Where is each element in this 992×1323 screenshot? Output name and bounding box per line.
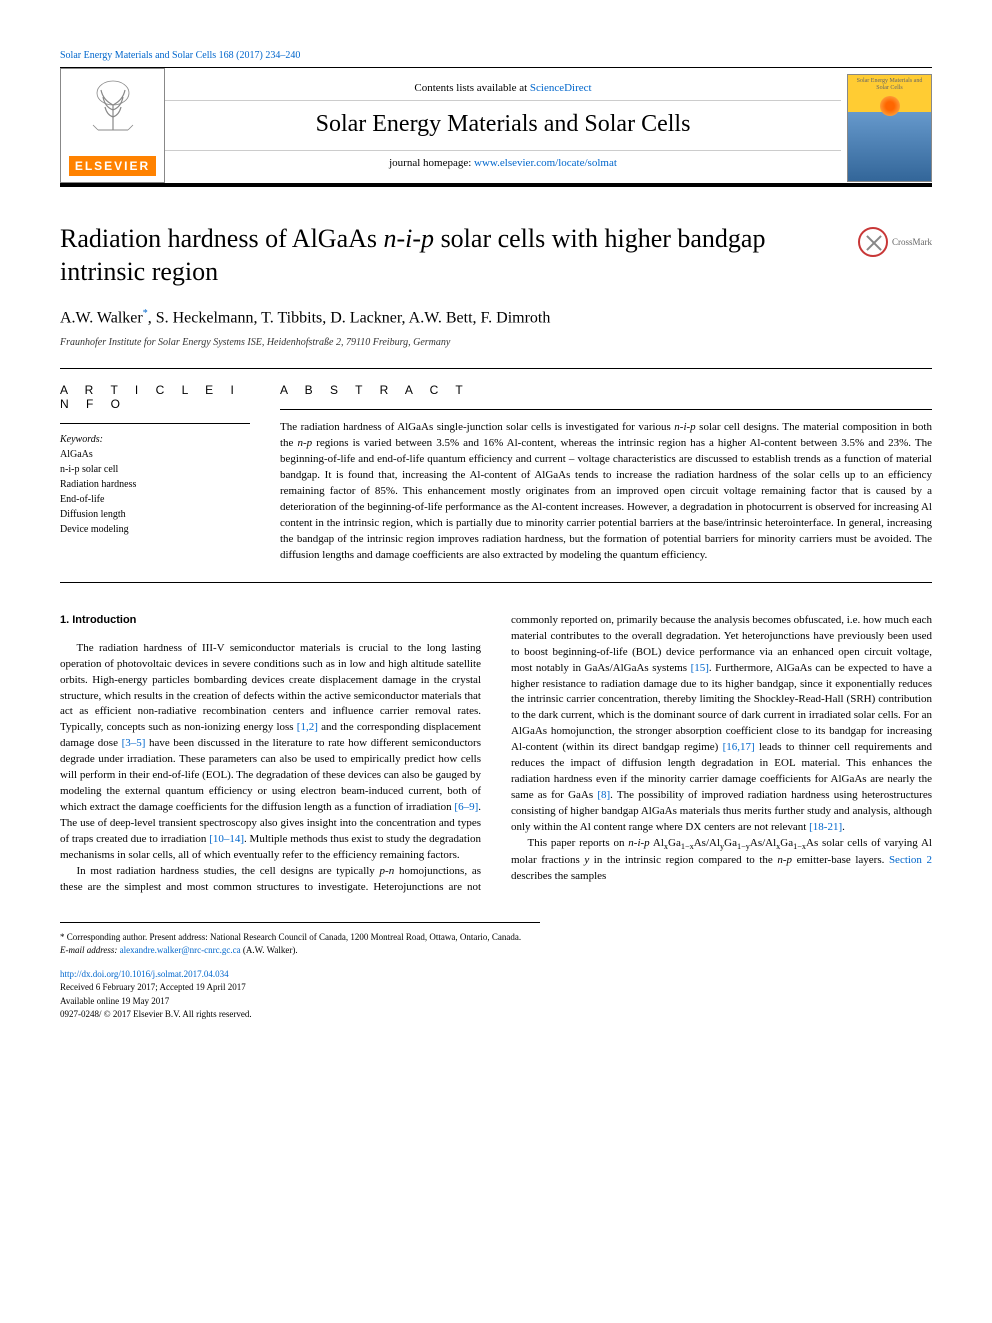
- elsevier-wordmark: ELSEVIER: [69, 156, 156, 176]
- citation-link[interactable]: Solar Energy Materials and Solar Cells 1…: [60, 50, 300, 61]
- abstract-column: A B S T R A C T The radiation hardness o…: [280, 383, 932, 563]
- doi-block: http://dx.doi.org/10.1016/j.solmat.2017.…: [60, 968, 932, 1022]
- keyword: Device modeling: [60, 522, 250, 537]
- abstract-text: The radiation hardness of AlGaAs single-…: [280, 420, 932, 563]
- email-link[interactable]: alexandre.walker@nrc-cnrc.gc.ca: [120, 945, 241, 955]
- cover-sun-icon: [880, 96, 900, 116]
- citation-link[interactable]: [16,17]: [723, 741, 755, 753]
- journal-banner: ELSEVIER Contents lists available at Sci…: [60, 67, 932, 187]
- email-label: E-mail address:: [60, 945, 120, 955]
- citation-link[interactable]: [18-21]: [809, 821, 842, 833]
- homepage-link[interactable]: www.elsevier.com/locate/solmat: [474, 157, 617, 169]
- elsevier-logo-box: ELSEVIER: [60, 68, 165, 183]
- keyword: n-i-p solar cell: [60, 462, 250, 477]
- crossmark-icon: [858, 227, 888, 257]
- citation-link[interactable]: [3–5]: [122, 737, 146, 749]
- banner-center: Contents lists available at ScienceDirec…: [165, 68, 841, 183]
- article-title: Radiation hardness of AlGaAs n-i-p solar…: [60, 223, 838, 288]
- citation-header: Solar Energy Materials and Solar Cells 1…: [60, 50, 932, 61]
- citation-link[interactable]: [10–14]: [209, 833, 244, 845]
- affiliation: Fraunhofer Institute for Solar Energy Sy…: [60, 337, 932, 348]
- received-line: Received 6 February 2017; Accepted 19 Ap…: [60, 981, 932, 995]
- corresponding-author-note: * Corresponding author. Present address:…: [60, 931, 540, 945]
- keyword: End-of-life: [60, 492, 250, 507]
- citation-link[interactable]: [6–9]: [454, 801, 478, 813]
- paragraph: This paper reports on n-i-p AlxGa1−xAs/A…: [511, 836, 932, 885]
- keywords-label: Keywords:: [60, 434, 250, 445]
- homepage-prefix: journal homepage:: [389, 157, 474, 169]
- email-suffix: (A.W. Walker).: [241, 945, 298, 955]
- crossmark-badge[interactable]: CrossMark: [858, 227, 932, 257]
- cover-thumb-title: Solar Energy Materials and Solar Cells: [848, 75, 931, 94]
- section-link[interactable]: Section 2: [889, 854, 932, 866]
- available-line: Available online 19 May 2017: [60, 995, 932, 1009]
- sciencedirect-link[interactable]: ScienceDirect: [530, 82, 592, 94]
- paragraph: The radiation hardness of III-V semicond…: [60, 641, 481, 864]
- title-italic: n-i-p: [384, 224, 435, 253]
- elsevier-tree-icon: [83, 75, 143, 135]
- keyword: AlGaAs: [60, 447, 250, 462]
- journal-cover-thumbnail: Solar Energy Materials and Solar Cells: [847, 74, 932, 182]
- crossmark-label: CrossMark: [892, 237, 932, 247]
- divider: [60, 368, 932, 369]
- corresponding-marker[interactable]: *: [143, 308, 148, 319]
- author-list: A.W. Walker*, S. Heckelmann, T. Tibbits,…: [60, 308, 932, 327]
- section-heading: 1. Introduction: [60, 613, 481, 629]
- title-part1: Radiation hardness of AlGaAs: [60, 224, 384, 253]
- keywords-list: AlGaAs n-i-p solar cell Radiation hardne…: [60, 447, 250, 537]
- contents-prefix: Contents lists available at: [414, 82, 529, 94]
- footnotes: * Corresponding author. Present address:…: [60, 922, 540, 958]
- keyword: Radiation hardness: [60, 477, 250, 492]
- copyright-line: 0927-0248/ © 2017 Elsevier B.V. All righ…: [60, 1008, 932, 1022]
- email-line: E-mail address: alexandre.walker@nrc-cnr…: [60, 944, 540, 958]
- article-info-heading: A R T I C L E I N F O: [60, 383, 250, 424]
- citation-link[interactable]: [8]: [597, 789, 610, 801]
- citation-link[interactable]: [1,2]: [297, 721, 318, 733]
- keyword: Diffusion length: [60, 507, 250, 522]
- article-info-column: A R T I C L E I N F O Keywords: AlGaAs n…: [60, 383, 280, 563]
- abstract-heading: A B S T R A C T: [280, 383, 932, 410]
- journal-name: Solar Energy Materials and Solar Cells: [316, 111, 691, 138]
- citation-link[interactable]: [15]: [691, 662, 709, 674]
- contents-line: Contents lists available at ScienceDirec…: [165, 82, 841, 101]
- body-text: 1. Introduction The radiation hardness o…: [60, 613, 932, 896]
- doi-link[interactable]: http://dx.doi.org/10.1016/j.solmat.2017.…: [60, 969, 229, 979]
- homepage-line: journal homepage: www.elsevier.com/locat…: [165, 150, 841, 169]
